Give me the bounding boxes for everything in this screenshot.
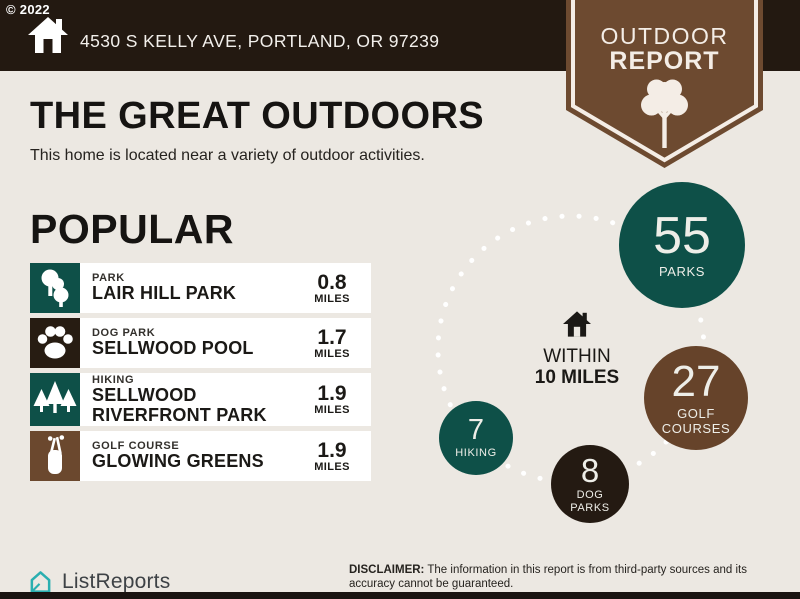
bubble-label: HIKING: [455, 447, 497, 460]
item-category: HIKING: [92, 374, 135, 387]
item-distance: 1.9 MILES: [314, 438, 350, 473]
bubble-value: 27: [671, 356, 721, 406]
item-distance: 1.9 MILES: [314, 382, 350, 416]
golf-bag-icon: [30, 431, 80, 481]
list-item-hiking: HIKING SELLWOOD RIVERFRONT PARK 1.9 MILE…: [30, 373, 371, 426]
pine-trees-icon: [30, 373, 80, 426]
disclaimer-label: DISCLAIMER:: [349, 564, 425, 576]
bottom-border-bar: [0, 592, 800, 599]
item-distance: 0.8 MILES: [314, 270, 350, 305]
item-name: SELLWOOD POOL: [92, 338, 254, 359]
outdoor-report-badge: OUTDOOR REPORT: [566, 0, 763, 170]
copyright-text: © 2022: [6, 2, 50, 17]
item-name: SELLWOOD RIVERFRONT PARK: [92, 385, 267, 425]
bubble-label: GOLF COURSES: [661, 405, 731, 436]
bubble-hiking: 7 HIKING: [439, 401, 513, 475]
item-name: LAIR HILL PARK: [92, 283, 237, 304]
listreports-house-icon: [30, 571, 51, 593]
list-item-golf-course: GOLF COURSE GLOWING GREENS 1.9 MILES: [30, 431, 371, 481]
item-distance: 1.7 MILES: [314, 325, 350, 360]
bubble-value: 7: [467, 414, 485, 447]
property-address: 4530 S KELLY AVE, PORTLAND, OR 97239: [80, 30, 440, 51]
bubble-parks: 55 PARKS: [619, 182, 745, 308]
page-title: THE GREAT OUTDOORS: [30, 95, 485, 137]
paw-icon: [30, 318, 80, 368]
page-subtitle: This home is located near a variety of o…: [30, 147, 425, 164]
miles-label: 10 MILES: [534, 366, 620, 388]
home-icon: [563, 311, 591, 337]
tree-icon: [641, 79, 688, 148]
badge-title-line1: OUTDOOR: [600, 23, 729, 49]
item-name: GLOWING GREENS: [92, 451, 264, 472]
within-label: WITHIN: [543, 346, 611, 367]
bubble-dog-parks: 8 DOG PARKS: [551, 445, 629, 523]
badge-title-line2: REPORT: [609, 47, 720, 75]
bubble-value: 8: [580, 452, 600, 490]
list-item-park: PARK LAIR HILL PARK 0.8 MILES: [30, 263, 371, 313]
popular-list: PARK LAIR HILL PARK 0.8 MILES DOG PARK S…: [30, 263, 371, 481]
bubble-label: DOG PARKS: [570, 489, 610, 514]
bubble-value: 55: [653, 207, 711, 266]
park-trees-icon: [30, 263, 80, 313]
radius-center-label: WITHIN 10 MILES: [517, 310, 637, 389]
item-category: PARK: [92, 272, 125, 285]
popular-heading: POPULAR: [30, 206, 234, 252]
list-item-dog-park: DOG PARK SELLWOOD POOL 1.7 MILES: [30, 318, 371, 368]
item-category: GOLF COURSE: [92, 440, 180, 453]
disclaimer: DISCLAIMER: The information in this repo…: [349, 564, 787, 592]
home-icon: [27, 15, 69, 60]
item-category: DOG PARK: [92, 327, 156, 340]
brand-name: ListReports: [62, 570, 171, 593]
listreports-logo: ListReports: [28, 569, 170, 595]
bubble-golf-courses: 27 GOLF COURSES: [644, 346, 748, 450]
disclaimer-text: The information in this report is from t…: [349, 564, 747, 590]
bubble-label: PARKS: [658, 264, 706, 280]
